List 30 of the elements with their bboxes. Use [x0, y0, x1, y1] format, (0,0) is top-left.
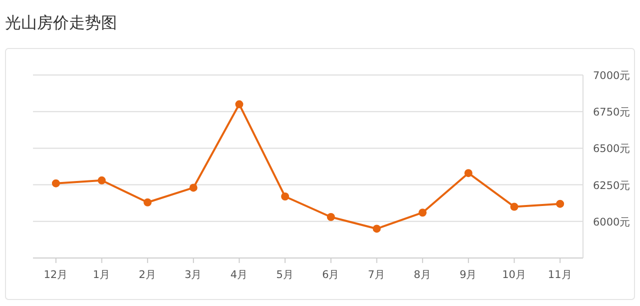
y-tick-label: 6500元 [593, 143, 631, 156]
point [418, 208, 427, 217]
y-tick-label: 6250元 [593, 180, 631, 192]
x-tick-label: 4月 [230, 269, 248, 281]
point [98, 176, 106, 184]
point [464, 169, 472, 178]
point [281, 192, 290, 201]
y-tick-label: 6000元 [593, 216, 631, 228]
x-tick-label: 9月 [460, 269, 478, 281]
chart-title: 光山房价走势图 [5, 13, 117, 32]
point [372, 224, 381, 233]
point [326, 213, 335, 222]
point [52, 179, 60, 188]
point [144, 198, 152, 206]
x-tick-label: 11月 [548, 269, 572, 281]
x-tick-label: 10月 [502, 269, 526, 281]
x-tick-label: 12月 [44, 269, 68, 281]
point [556, 200, 564, 208]
y-tick-label: 7000元 [593, 70, 631, 82]
y-tick-label: 6750元 [593, 106, 631, 119]
x-tick-label: 3月 [184, 269, 202, 281]
point [189, 184, 198, 192]
point [235, 100, 244, 108]
x-tick-label: 1月 [92, 269, 111, 281]
x-tick-label: 2月 [138, 269, 156, 281]
point [510, 202, 518, 211]
x-tick-label: 5月 [276, 269, 294, 281]
x-tick-label: 7月 [368, 269, 386, 281]
x-tick-label: 6月 [322, 269, 340, 281]
x-tick-label: 8月 [414, 269, 432, 281]
